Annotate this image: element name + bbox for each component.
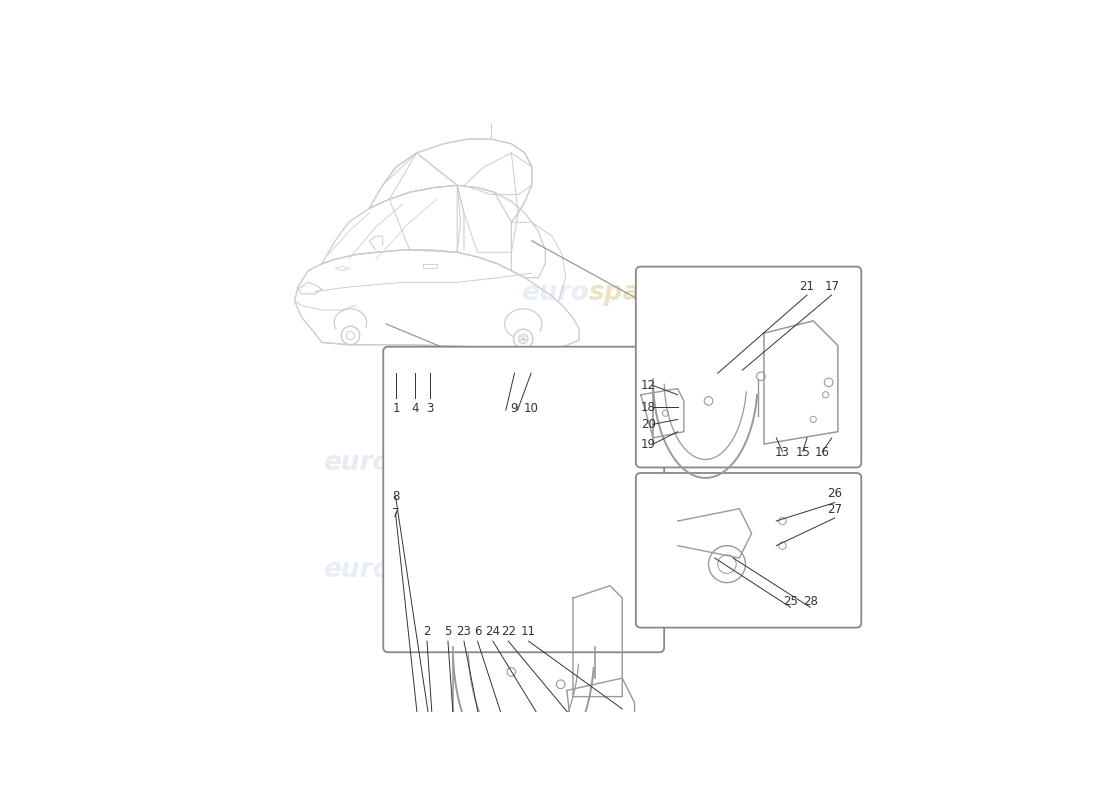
Text: spares: spares	[588, 560, 672, 580]
Text: 12: 12	[640, 379, 656, 392]
Text: euro: euro	[323, 450, 392, 475]
Text: 10: 10	[524, 402, 539, 415]
Text: 24: 24	[485, 626, 501, 638]
Text: 15: 15	[795, 446, 811, 458]
Text: euro: euro	[323, 558, 392, 583]
Text: 28: 28	[803, 594, 817, 608]
FancyBboxPatch shape	[383, 346, 664, 652]
Text: 18: 18	[640, 401, 656, 414]
Text: 25: 25	[783, 594, 798, 608]
Text: 21: 21	[800, 281, 815, 294]
Text: 20: 20	[640, 418, 656, 431]
Text: 3: 3	[427, 402, 433, 415]
Text: 6: 6	[474, 626, 482, 638]
FancyBboxPatch shape	[636, 266, 861, 467]
Text: spares: spares	[392, 450, 491, 475]
Text: 22: 22	[500, 626, 516, 638]
Text: euro: euro	[520, 280, 588, 306]
Text: 17: 17	[824, 281, 839, 294]
Text: 1: 1	[393, 402, 400, 415]
Text: spares: spares	[392, 558, 491, 583]
Text: 5: 5	[444, 626, 452, 638]
Text: 26: 26	[827, 487, 843, 500]
Text: euro: euro	[531, 560, 588, 580]
Text: 2: 2	[424, 626, 431, 638]
Text: 7: 7	[392, 507, 399, 520]
Text: 11: 11	[521, 626, 536, 638]
Text: 13: 13	[776, 446, 790, 458]
FancyBboxPatch shape	[636, 473, 861, 628]
Text: 23: 23	[456, 626, 472, 638]
Text: spares: spares	[588, 280, 688, 306]
Text: 19: 19	[640, 438, 656, 450]
Text: 4: 4	[411, 402, 418, 415]
Text: 8: 8	[392, 490, 399, 503]
Text: 16: 16	[815, 446, 830, 458]
Text: 9: 9	[510, 402, 518, 415]
Text: 27: 27	[827, 503, 843, 517]
